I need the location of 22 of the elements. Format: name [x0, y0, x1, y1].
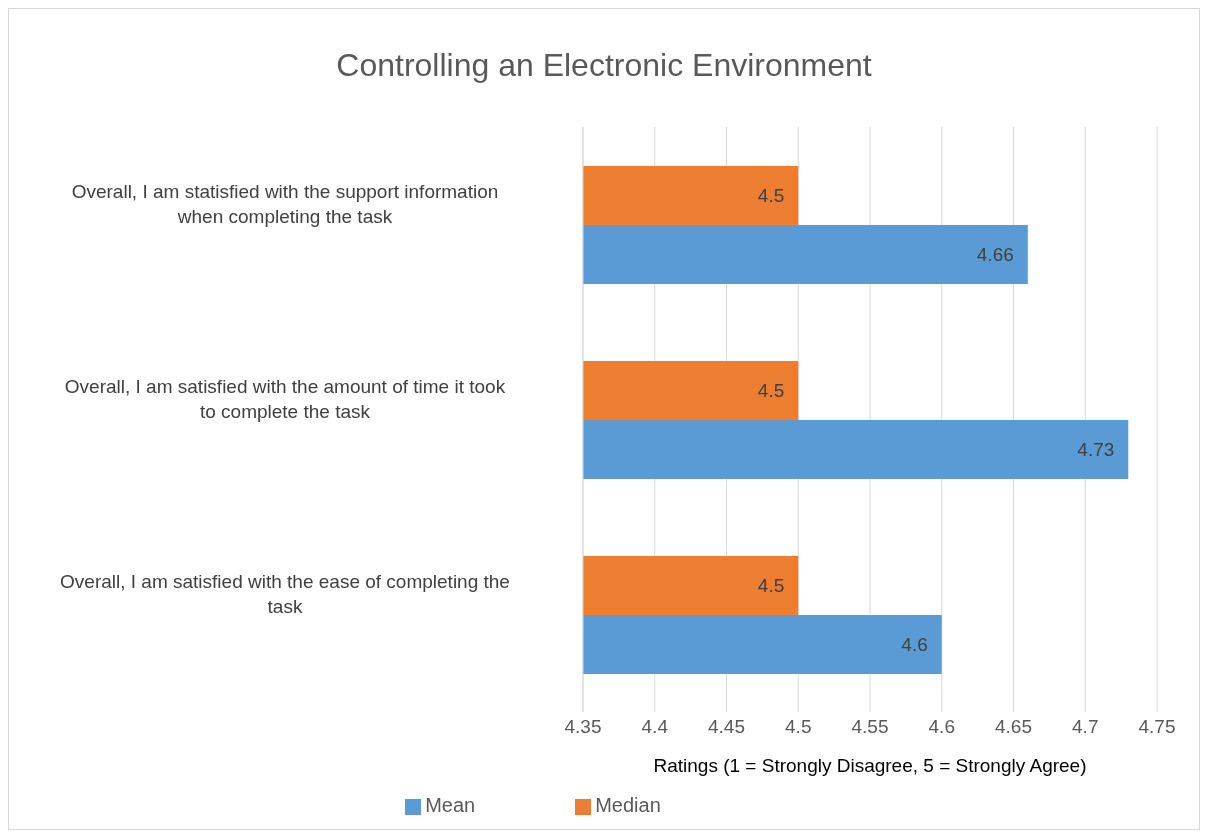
data-label: 4.5	[757, 185, 785, 207]
legend-label: Mean	[425, 794, 476, 816]
y-tick-label: Overall, I am satisfied with the amount of time it took to complete the task	[64, 375, 506, 422]
x-tick-label: 4.35	[564, 716, 602, 738]
y-tick-label: Overall, I am satisfied with the ease of completing the task	[60, 570, 510, 617]
x-tick-label: 4.6	[928, 716, 955, 738]
data-label: 4.6	[901, 634, 928, 656]
x-tick-label: 4.55	[851, 716, 889, 738]
data-label: 4.5	[757, 575, 785, 597]
chart-title: Controlling an Electronic Environment	[335, 46, 873, 85]
x-tick-label: 4.45	[708, 716, 745, 738]
data-label: 4.73	[1077, 439, 1115, 461]
y-tick-label: Overall, I am statisfied with the support information when completing the task	[71, 180, 499, 227]
x-tick-label: 4.5	[785, 716, 812, 738]
x-tick-label: 4.65	[995, 716, 1032, 738]
legend-label: Median	[595, 794, 661, 816]
data-label: 4.66	[976, 244, 1014, 266]
x-tick-label: 4.7	[1072, 716, 1099, 738]
x-axis-title: Ratings (1 = Strongly Disagree, 5 = Strongly Agree)	[653, 755, 1087, 776]
x-tick-label: 4.4	[641, 716, 669, 738]
x-tick-label: 4.75	[1138, 716, 1176, 738]
data-label: 4.5	[757, 380, 785, 402]
